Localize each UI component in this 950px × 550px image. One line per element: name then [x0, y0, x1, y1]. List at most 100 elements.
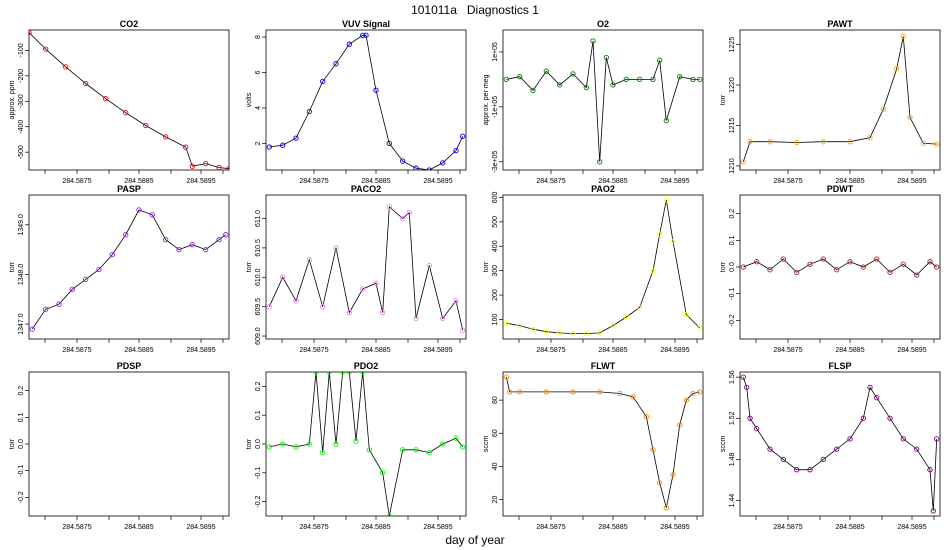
- data-point: [320, 449, 326, 456]
- x-tick-label: 284.5885: [124, 347, 153, 354]
- x-tick-label: 284.5895: [660, 178, 689, 185]
- data-point: [123, 232, 129, 238]
- data-point: [820, 456, 826, 463]
- x-tick-label: 284.5895: [660, 347, 689, 354]
- y-tick-label: 0.1: [255, 410, 262, 420]
- data-point: [306, 108, 312, 115]
- data-point: [754, 259, 760, 265]
- panel-pao2: PAO2 284.5875 284.5885 284.5895 100 200 300 400…: [483, 184, 704, 354]
- data-point: [900, 436, 906, 442]
- y-tick-label: 2: [255, 141, 262, 145]
- data-point: [610, 322, 616, 329]
- data-point: [83, 80, 89, 87]
- data-point: [366, 447, 372, 453]
- data-point: [103, 96, 109, 102]
- x-tick-label: 284.5885: [124, 178, 153, 185]
- y-tick-label: 0.0: [255, 439, 262, 449]
- data-point: [333, 441, 339, 447]
- data-point: [617, 390, 623, 397]
- data-point: [530, 87, 536, 94]
- data-point: [834, 267, 840, 273]
- y-tick-label: -0.2: [729, 314, 736, 326]
- data-point: [847, 259, 853, 265]
- data-point: [406, 209, 412, 216]
- x-tick-label: 284.5875: [62, 524, 91, 531]
- data-point: [697, 325, 703, 331]
- data-point: [934, 436, 940, 442]
- panel-frame: [739, 371, 941, 517]
- data-point: [650, 447, 656, 453]
- data-point: [570, 330, 576, 337]
- data-point: [557, 330, 563, 336]
- data-point: [136, 207, 142, 213]
- x-tick-label: 284.5875: [536, 178, 565, 185]
- data-point: [293, 298, 299, 304]
- data-point: [426, 262, 432, 269]
- data-point: [747, 139, 753, 145]
- y-tick-label: 4: [255, 106, 262, 110]
- y-tick-label: -0.1: [18, 465, 25, 477]
- data-point: [697, 76, 703, 83]
- y-tick-label: 1210: [729, 158, 736, 174]
- x-tick-label: 284.5895: [186, 347, 215, 354]
- data-point: [163, 237, 169, 243]
- y-tick-label: -0.2: [18, 491, 25, 503]
- y-tick-label: 600: [492, 191, 499, 203]
- data-point: [189, 242, 195, 248]
- panel-pdo2: PDO2 284.5875 284.5885 284.5895 -0.2 -0.1 0.0 0…: [246, 361, 467, 531]
- x-tick-label: 284.5885: [361, 178, 390, 185]
- data-point: [203, 160, 209, 167]
- data-point: [927, 259, 933, 265]
- panel-pdsp: PDSP 284.5875 284.5885 284.5895 -0.2 -0.1 0.0 0…: [9, 361, 230, 531]
- y-tick-label: 611.0: [255, 210, 262, 227]
- data-point: [907, 114, 913, 121]
- data-point: [610, 82, 616, 88]
- y-tick-label: 1.44: [729, 494, 736, 508]
- data-point: [320, 304, 326, 310]
- panel-frame: [502, 29, 704, 171]
- panel-frame: [28, 194, 230, 340]
- y-tick-label: 1225: [729, 37, 736, 53]
- y-axis-label: approx. per meg: [483, 74, 490, 125]
- data-point: [56, 301, 62, 307]
- y-tick-label: 1347.0: [18, 313, 25, 335]
- data-point: [346, 309, 352, 316]
- x-tick-label: 284.5875: [299, 524, 328, 531]
- data-point: [517, 389, 523, 395]
- x-tick-label: 284.5895: [423, 524, 452, 531]
- data-point: [440, 315, 446, 322]
- data-point: [373, 87, 379, 93]
- data-point: [216, 164, 222, 170]
- panel-title: PACO2: [351, 184, 381, 194]
- data-point: [306, 257, 312, 263]
- data-point: [216, 237, 222, 243]
- x-tick-label: 284.5885: [835, 347, 864, 354]
- data-point: [280, 441, 286, 447]
- data-point: [834, 446, 840, 452]
- data-point: [507, 389, 513, 395]
- data-point: [29, 326, 35, 332]
- data-point: [63, 64, 69, 70]
- data-point: [306, 441, 312, 447]
- y-tick-label: 609.0: [255, 327, 262, 345]
- data-point: [517, 322, 523, 329]
- data-point: [894, 66, 900, 72]
- series-line-paco2: [268, 205, 464, 331]
- x-tick-label: 284.5895: [423, 347, 452, 354]
- data-point: [794, 269, 800, 275]
- data-point: [386, 140, 392, 147]
- data-point: [543, 68, 549, 74]
- data-point: [740, 374, 746, 380]
- x-tick-label: 284.5885: [835, 178, 864, 185]
- panel-frame: [739, 29, 941, 171]
- data-point: [183, 144, 189, 150]
- data-point: [83, 276, 89, 283]
- x-tick-label: 284.5895: [660, 524, 689, 531]
- x-tick-label: 284.5875: [773, 524, 802, 531]
- panel-title: PAWT: [827, 19, 853, 29]
- data-point: [163, 134, 169, 140]
- data-point: [380, 309, 386, 316]
- data-point: [413, 165, 419, 170]
- data-point: [860, 264, 866, 270]
- data-point: [934, 141, 940, 147]
